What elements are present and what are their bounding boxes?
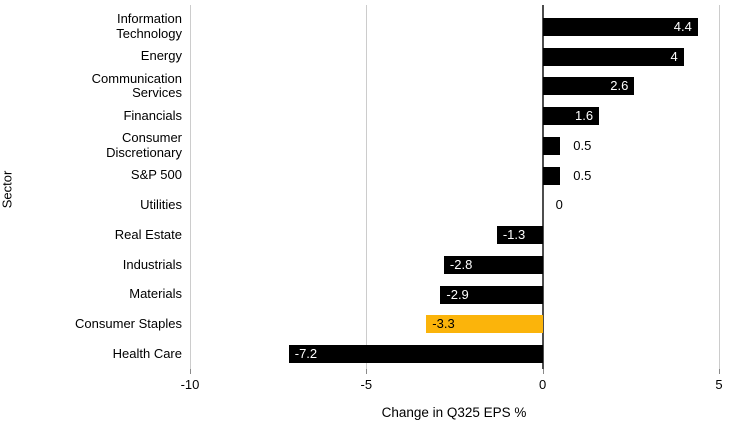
value-label: 0.5 [573, 137, 592, 153]
value-label: 2.6 [610, 78, 629, 94]
x-tick-label: -10 [180, 377, 200, 392]
value-label: -2.8 [449, 256, 473, 272]
x-axis-tick [542, 369, 544, 374]
x-axis-tick [366, 369, 368, 374]
category-label: Industrials [122, 256, 182, 272]
bar [443, 255, 543, 274]
value-label: 0 [555, 197, 563, 213]
category-label: Health Care [112, 345, 182, 361]
x-gridline [190, 5, 191, 369]
bar [542, 107, 600, 126]
value-label: 0.5 [573, 167, 592, 183]
bar [542, 136, 561, 155]
value-label: 4.4 [673, 18, 692, 34]
category-label: S&P 500 [130, 167, 182, 183]
bar [496, 226, 543, 245]
bar [426, 315, 543, 334]
category-label: Materials [129, 286, 182, 302]
value-label: -3.3 [432, 316, 455, 332]
x-gridline [366, 5, 368, 369]
category-label: Financials [123, 107, 182, 123]
category-label: Information Technology [116, 11, 182, 41]
x-tick-label: 0 [539, 377, 547, 392]
value-label: 4 [670, 48, 678, 64]
x-axis-tick [719, 369, 720, 374]
category-label: Communication Services [91, 70, 182, 101]
bar [542, 166, 561, 185]
category-label: Energy [140, 48, 182, 64]
value-label: 1.6 [575, 108, 594, 124]
bar [288, 345, 543, 364]
bar [542, 77, 635, 96]
x-axis-tick [190, 369, 191, 374]
x-tick-label: 5 [715, 377, 723, 392]
bar [542, 47, 684, 66]
bar [542, 17, 698, 36]
value-label: -1.3 [502, 227, 526, 243]
category-label: Consumer Discretionary [106, 130, 182, 160]
y-axis-title: Sector [0, 170, 15, 209]
x-gridline [719, 5, 720, 369]
x-axis-title: Change in Q325 EPS % [381, 405, 527, 420]
category-label: Utilities [140, 197, 182, 213]
bar [440, 285, 543, 304]
category-label: Real Estate [114, 226, 182, 242]
zero-axis-line [541, 5, 544, 369]
category-label: Consumer Staples [75, 316, 182, 332]
x-tick-label: -5 [360, 377, 373, 392]
value-label: -2.9 [446, 286, 469, 302]
value-label: -7.2 [294, 346, 318, 362]
